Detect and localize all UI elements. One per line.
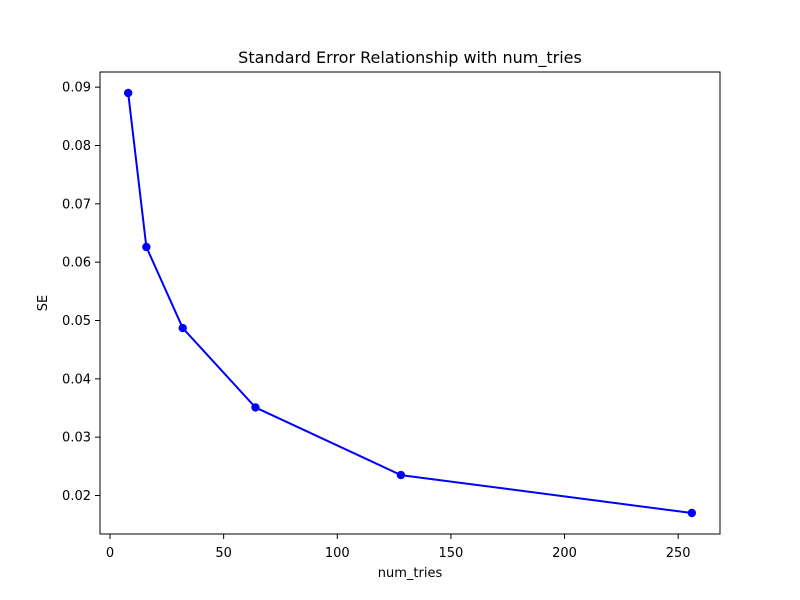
x-tick-label: 150	[438, 546, 463, 561]
y-tick-label: 0.07	[62, 197, 91, 212]
x-tick-label: 250	[666, 546, 691, 561]
y-tick-label: 0.03	[62, 431, 91, 446]
x-tick-label: 50	[215, 546, 232, 561]
data-point	[142, 242, 151, 252]
x-tick-label: 200	[552, 546, 577, 561]
y-tick-label: 0.02	[62, 489, 91, 504]
series-group	[123, 88, 697, 518]
y-tick-label: 0.08	[62, 139, 91, 154]
x-axis-ticks: 0 50 100 150 200 250	[106, 534, 691, 561]
y-tick-label: 0.06	[62, 256, 91, 271]
axes-spines	[99, 71, 721, 535]
y-axis-ticks: 0.02 0.03 0.04 0.05 0.06 0.07 0.08 0.09	[62, 81, 100, 504]
plot-area	[100, 72, 720, 534]
data-point	[123, 88, 133, 98]
y-tick-label: 0.05	[62, 314, 91, 329]
data-point	[178, 323, 187, 333]
chart-title: Standard Error Relationship with num_tri…	[238, 48, 582, 68]
y-tick-label: 0.04	[62, 372, 91, 387]
y-tick-label: 0.09	[62, 81, 91, 96]
data-point	[687, 508, 697, 518]
line-series	[127, 92, 692, 514]
x-axis-label: num_tries	[378, 566, 443, 581]
y-axis-label: SE	[36, 295, 51, 311]
x-tick-label: 100	[325, 546, 350, 561]
data-point	[251, 403, 260, 412]
x-tick-label: 0	[106, 546, 114, 561]
data-point	[396, 470, 406, 480]
